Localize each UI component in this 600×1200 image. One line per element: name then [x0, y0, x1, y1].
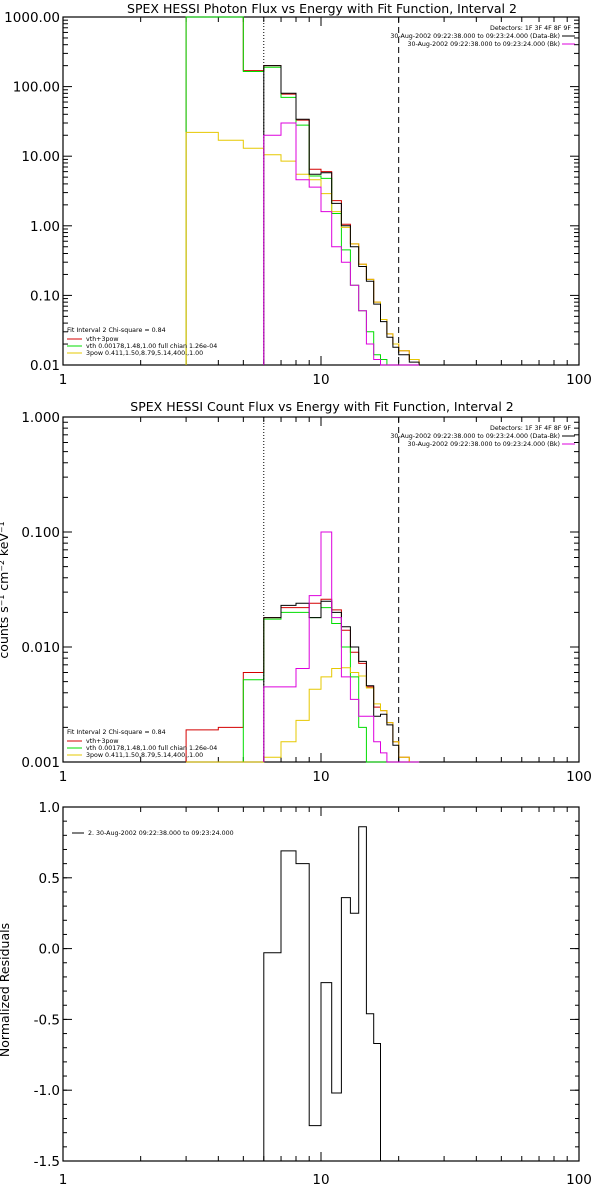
photon-x-tick-label: 100 [566, 372, 592, 388]
photon-legend-entry: 3pow 0.411,1.50,8.79,5.14,400.,1.00 [86, 350, 203, 357]
photon-legend-entry: 30-Aug-2002 09:22:38.000 to 09:23:24.000… [390, 33, 560, 40]
photon-y-tick-label: 1.00 [30, 219, 60, 235]
count-y-tick-label: 0.010 [21, 640, 60, 656]
series-line-vth-3pow [185, 16, 420, 365]
series-line-3pow-0-411-1-50-8-79-5-1 [186, 667, 420, 763]
count-legend-entry: vth+3pow [86, 738, 118, 745]
series-line-2-30-aug-2002-09-22-38-0 [263, 826, 381, 1161]
residuals-axis-ticks [62, 806, 579, 1162]
residuals-y-tick-label: -1.5 [34, 1154, 60, 1170]
photon-x-tick-labels: 1 10 100 [59, 372, 592, 388]
series-line-background [263, 122, 420, 366]
count-legend-header: Fit Interval 2 Chi-square = 0.84 [67, 729, 166, 736]
photon-y-tick-label: 0.01 [30, 358, 60, 374]
count-y-axis-label: counts s⁻¹ cm⁻² keV⁻¹ [0, 521, 11, 658]
photon-y-tick-label: 1000.00 [4, 10, 60, 26]
photon-series-layer [185, 16, 420, 366]
count-x-tick-label: 10 [312, 769, 329, 785]
residuals-y-tick-labels: -1.5 -1.0 -0.5 0.0 0.5 1.0 [34, 800, 60, 1170]
count-chart-title: SPEX HESSI Count Flux vs Energy with Fit… [130, 399, 513, 414]
series-line-vth-0-00178-1-48-1-00-fu [186, 607, 420, 763]
count-fit-range-markers [263, 417, 400, 762]
residuals-y-tick-label: -0.5 [34, 1012, 60, 1028]
photon-detectors-label: Detectors: 1F 3F 4F 8F 9F [490, 25, 571, 32]
count-x-tick-label: 100 [566, 769, 592, 785]
photon-y-tick-label: 100.00 [13, 80, 60, 96]
residuals-y-tick-label: 0.5 [39, 871, 60, 887]
photon-legend-entry: vth+3pow [86, 336, 118, 343]
count-flux-panel: SPEX HESSI Count Flux vs Energy with Fit… [0, 399, 592, 785]
photon-legend-right: Detectors: 1F 3F 4F 8F 9F 30-Aug-2002 09… [390, 25, 575, 48]
count-legend-left: Fit Interval 2 Chi-square = 0.84 vth+3po… [67, 729, 217, 759]
count-y-tick-labels: 0.001 0.010 0.100 1.000 [21, 410, 60, 771]
residuals-series-layer [263, 826, 381, 1161]
count-legend-entry: 3pow 0.411,1.50,8.79,5.14,400.,1.00 [86, 752, 203, 759]
count-y-tick-label: 0.001 [21, 755, 60, 771]
residuals-x-tick-label: 100 [566, 1172, 592, 1188]
series-line-vth-0-00178-1-48-1-00-fu [185, 16, 420, 366]
count-series-layer [185, 531, 420, 763]
photon-y-tick-label: 0.10 [30, 288, 60, 304]
count-legend-entry: vth 0.00178,1.48,1.00 full chian 1.26e-0… [86, 745, 217, 752]
count-detectors-label: Detectors: 1F 3F 4F 8F 9F [490, 425, 571, 432]
residuals-y-tick-label: 1.0 [39, 800, 60, 816]
series-line-3pow-0-411-1-50-8-79-5-1 [185, 131, 420, 365]
photon-y-tick-label: 10.00 [21, 149, 60, 165]
count-x-tick-label: 1 [59, 769, 68, 785]
series-line-interval-2-data [263, 65, 420, 365]
series-line-interval-2-data [263, 600, 420, 763]
photon-y-tick-labels: 0.01 0.10 1.00 10.00 100.00 1000.00 [4, 10, 60, 374]
residuals-y-axis-label: Normalized Residuals [0, 923, 12, 1057]
series-line-background [263, 531, 420, 763]
series-line-vth-3pow [185, 598, 420, 763]
residuals-y-tick-label: 0.0 [39, 942, 60, 958]
photon-x-tick-label: 10 [312, 372, 329, 388]
photon-legend-entry: vth 0.00178,1.48,1.00 full chian 1.26e-0… [86, 343, 217, 350]
count-legend-entry: 30-Aug-2002 09:22:38.000 to 09:23:24.000… [407, 441, 560, 448]
residuals-x-tick-label: 1 [59, 1172, 68, 1188]
photon-legend-entry: 30-Aug-2002 09:22:38.000 to 09:23:24.000… [407, 41, 560, 48]
count-x-tick-labels: 1 10 100 [59, 769, 592, 785]
photon-flux-panel: SPEX HESSI Photon Flux vs Energy with Fi… [4, 1, 592, 388]
residuals-legend-entry: 2. 30-Aug-2002 09:22:38.000 to 09:23:24.… [88, 830, 234, 837]
residuals-panel: -1.5 -1.0 -0.5 0.0 0.5 1.0 1 10 100 Norm… [0, 800, 592, 1188]
residuals-x-tick-labels: 1 10 100 [59, 1172, 592, 1188]
photon-legend-left: Fit Interval 2 Chi-square = 0.84 vth+3po… [67, 327, 217, 357]
residuals-legend: 2. 30-Aug-2002 09:22:38.000 to 09:23:24.… [72, 830, 234, 837]
count-y-tick-label: 0.100 [21, 525, 60, 541]
count-y-tick-label: 1.000 [21, 410, 60, 426]
residuals-x-tick-label: 10 [312, 1172, 329, 1188]
photon-x-tick-label: 1 [59, 372, 68, 388]
residuals-y-tick-label: -1.0 [34, 1083, 60, 1099]
photon-chart-title: SPEX HESSI Photon Flux vs Energy with Fi… [127, 1, 517, 16]
count-legend-entry: 30-Aug-2002 09:22:38.000 to 09:23:24.000… [390, 433, 560, 440]
count-legend-right: Detectors: 1F 3F 4F 8F 9F 30-Aug-2002 09… [390, 425, 575, 448]
photon-legend-header: Fit Interval 2 Chi-square = 0.84 [67, 327, 166, 334]
